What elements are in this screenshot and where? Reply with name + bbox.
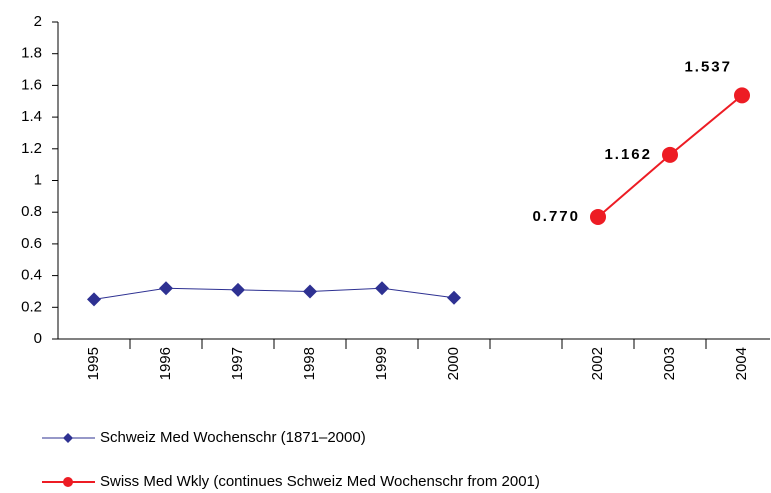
point [662, 146, 678, 163]
x-tick-label: 2003 [661, 347, 678, 380]
y-tick-label: 1 [34, 171, 42, 188]
point [734, 87, 750, 104]
value-label: 1.537 [684, 58, 732, 75]
value-label: 0.770 [532, 208, 580, 225]
y-tick-label: 2 [34, 13, 42, 30]
y-tick-label: 0.6 [21, 235, 42, 252]
x-tick-label: 2000 [445, 347, 462, 380]
x-tick-label: 1996 [157, 347, 174, 380]
point [87, 292, 101, 307]
x-tick-label: 1998 [301, 347, 318, 380]
legend-label: Schweiz Med Wochenschr (1871–2000) [100, 429, 366, 446]
x-tick-label: 1995 [85, 347, 102, 380]
point [447, 290, 461, 305]
legend-label: Swiss Med Wkly (continues Schweiz Med Wo… [100, 473, 540, 490]
value-label: 1.162 [604, 146, 652, 163]
x-tick-label: 2002 [589, 347, 606, 380]
y-tick-label: 0 [34, 330, 42, 347]
x-tick-label: 2004 [733, 347, 750, 380]
y-tick-label: 0.8 [21, 203, 42, 220]
point [231, 282, 245, 297]
x-tick-label: 1997 [229, 347, 246, 380]
y-tick-label: 1.8 [21, 45, 42, 62]
y-tick-label: 0.2 [21, 298, 42, 315]
label-bg [662, 53, 736, 82]
point [159, 281, 173, 296]
y-tick-label: 1.2 [21, 140, 42, 157]
legend-marker [63, 477, 73, 487]
x-tick-label: 1999 [373, 347, 390, 380]
series-line [93, 287, 455, 300]
y-tick-label: 0.4 [21, 267, 42, 284]
point [303, 284, 317, 299]
y-tick-label: 1.4 [21, 108, 42, 125]
point [590, 208, 606, 225]
y-tick-label: 1.6 [21, 76, 42, 93]
legend-marker [63, 433, 73, 443]
point [375, 281, 389, 296]
